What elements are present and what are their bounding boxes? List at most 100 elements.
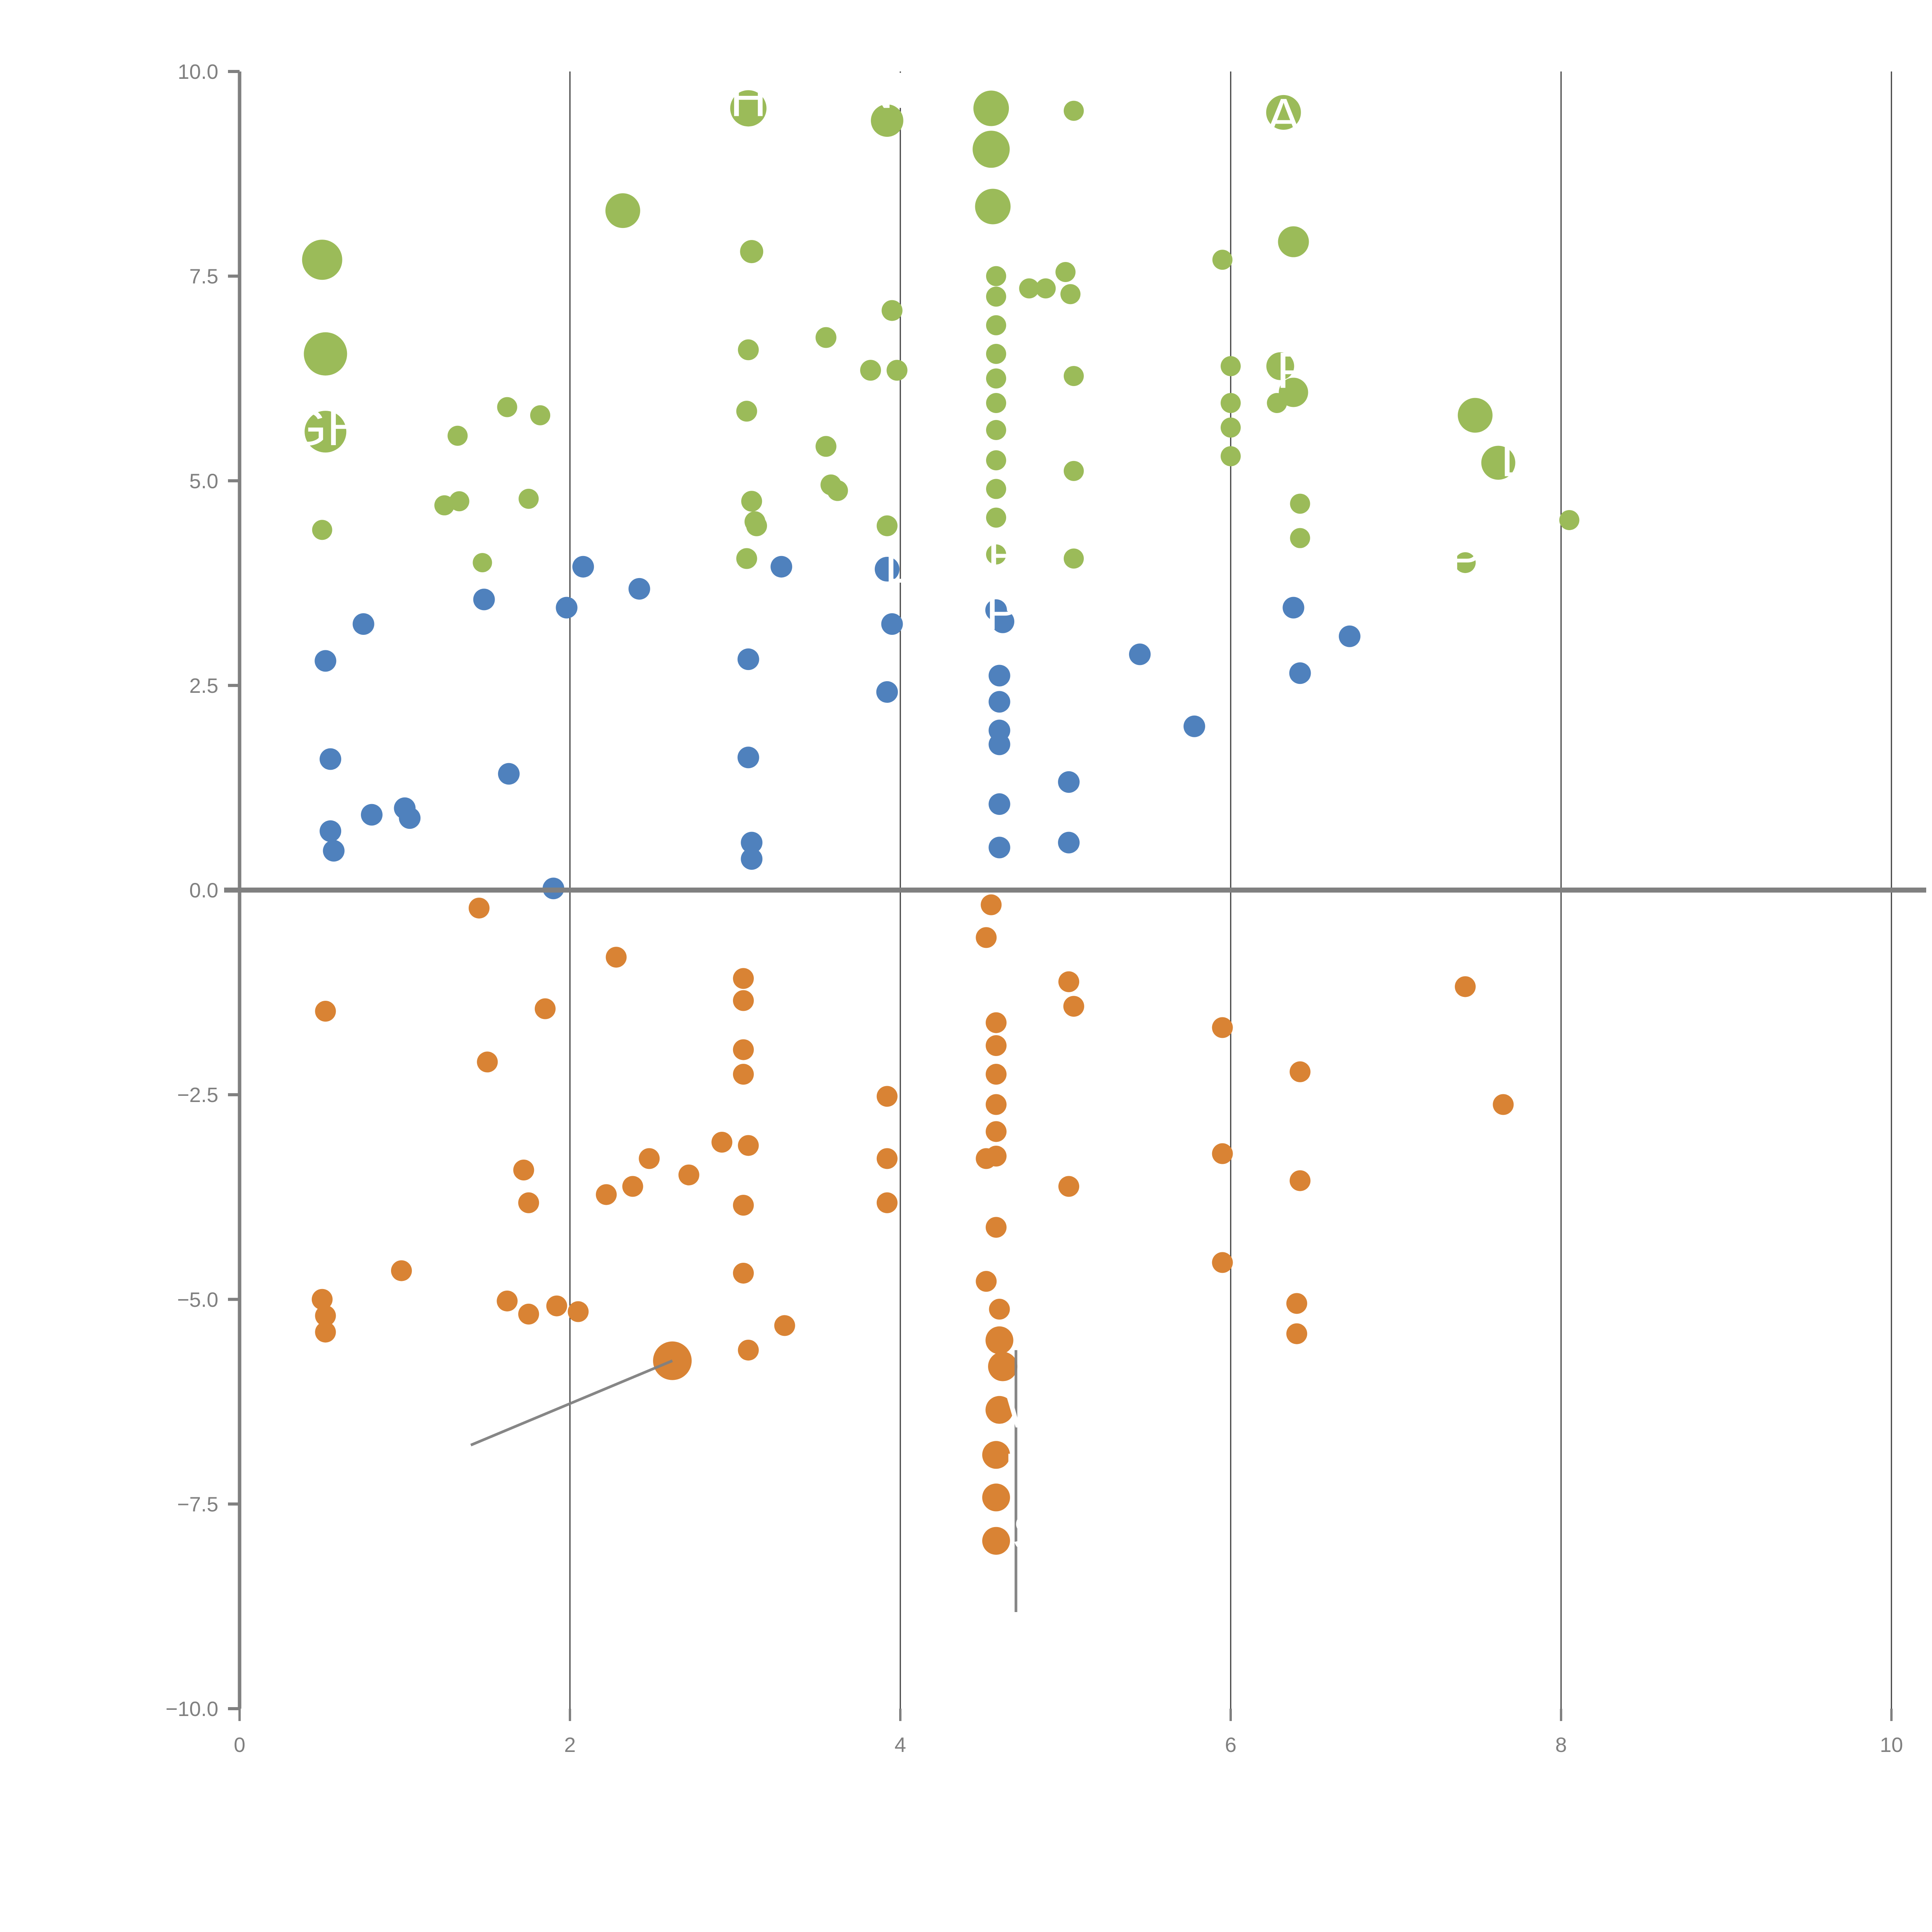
- bubble-point[interactable]: [320, 820, 342, 842]
- bubble-point[interactable]: [568, 1301, 589, 1322]
- bubble-point[interactable]: [986, 507, 1006, 528]
- bubble-point[interactable]: [1278, 226, 1309, 257]
- bubble-point[interactable]: [1289, 1061, 1311, 1082]
- bubble-point[interactable]: [985, 1326, 1014, 1354]
- bubble-point[interactable]: [985, 1035, 1007, 1056]
- bubble-point[interactable]: [738, 339, 759, 361]
- bubble-point[interactable]: [815, 327, 837, 348]
- bubble-point[interactable]: [985, 1396, 1014, 1424]
- bubble-point[interactable]: [546, 1295, 567, 1316]
- bubble-point[interactable]: [605, 947, 627, 968]
- bubble-point[interactable]: [1266, 352, 1294, 380]
- bubble-point[interactable]: [986, 315, 1006, 335]
- bubble-point[interactable]: [988, 665, 1010, 687]
- bubble-point[interactable]: [678, 1164, 699, 1185]
- bubble-point[interactable]: [738, 1135, 759, 1156]
- bubble-point[interactable]: [1455, 976, 1476, 997]
- bubble-point[interactable]: [534, 998, 556, 1019]
- bubble-point[interactable]: [391, 1260, 412, 1281]
- bubble-point[interactable]: [320, 748, 342, 770]
- bubble-point[interactable]: [1559, 510, 1580, 530]
- bubble-point[interactable]: [1290, 493, 1310, 514]
- bubble-point[interactable]: [1058, 832, 1080, 854]
- bubble-point[interactable]: [975, 189, 1011, 224]
- bubble-point[interactable]: [973, 90, 1009, 126]
- bubble-point[interactable]: [876, 515, 898, 536]
- bubble-point[interactable]: [361, 804, 383, 826]
- bubble-point[interactable]: [556, 597, 578, 619]
- bubble-point[interactable]: [1058, 1176, 1080, 1197]
- bubble-point[interactable]: [473, 588, 495, 611]
- bubble-point[interactable]: [323, 840, 345, 862]
- bubble-point[interactable]: [881, 300, 903, 321]
- bubble-point[interactable]: [311, 1289, 333, 1310]
- bubble-point[interactable]: [988, 733, 1010, 755]
- bubble-point[interactable]: [881, 613, 903, 635]
- bubble-point[interactable]: [737, 747, 759, 769]
- bubble-point[interactable]: [876, 1148, 898, 1169]
- bubble-point[interactable]: [733, 1064, 754, 1085]
- bubble-point[interactable]: [770, 556, 793, 578]
- bubble-point[interactable]: [860, 360, 881, 381]
- bubble-point[interactable]: [1063, 461, 1084, 481]
- bubble-point[interactable]: [1221, 446, 1241, 466]
- bubble-point[interactable]: [730, 90, 767, 127]
- bubble-point[interactable]: [876, 1086, 898, 1107]
- bubble-point[interactable]: [988, 1352, 1018, 1381]
- bubble-point[interactable]: [986, 286, 1006, 307]
- bubble-point[interactable]: [315, 1001, 336, 1022]
- bubble-point[interactable]: [399, 807, 421, 829]
- bubble-point[interactable]: [988, 837, 1010, 859]
- bubble-point[interactable]: [989, 1299, 1010, 1320]
- bubble-point[interactable]: [1063, 100, 1084, 121]
- bubble-point[interactable]: [985, 1094, 1007, 1115]
- bubble-point[interactable]: [982, 1441, 1010, 1469]
- bubble-point[interactable]: [871, 104, 903, 137]
- bubble-point[interactable]: [1055, 262, 1076, 282]
- bubble-point[interactable]: [986, 393, 1006, 413]
- bubble-point[interactable]: [302, 240, 342, 280]
- bubble-point[interactable]: [988, 691, 1010, 713]
- bubble-point[interactable]: [733, 1039, 754, 1060]
- bubble-point[interactable]: [733, 990, 754, 1011]
- bubble-point[interactable]: [434, 495, 455, 515]
- bubble-point[interactable]: [352, 613, 374, 635]
- bubble-point[interactable]: [986, 344, 1006, 364]
- bubble-point[interactable]: [519, 488, 539, 509]
- bubble-point[interactable]: [733, 1262, 754, 1284]
- bubble-point[interactable]: [746, 515, 767, 536]
- bubble-point[interactable]: [1286, 1293, 1307, 1314]
- bubble-point[interactable]: [976, 927, 997, 948]
- bubble-point[interactable]: [1266, 95, 1301, 130]
- bubble-point[interactable]: [1290, 528, 1310, 548]
- bubble-point[interactable]: [1338, 625, 1361, 647]
- bubble-point[interactable]: [976, 1271, 997, 1292]
- bubble-point[interactable]: [1282, 597, 1304, 619]
- bubble-point[interactable]: [315, 650, 337, 672]
- bubble-point[interactable]: [1129, 643, 1151, 665]
- bubble-point[interactable]: [733, 1195, 754, 1216]
- bubble-point[interactable]: [981, 894, 1002, 915]
- bubble-point[interactable]: [737, 648, 759, 670]
- bubble-point[interactable]: [991, 610, 1015, 633]
- bubble-point[interactable]: [986, 420, 1006, 440]
- bubble-point[interactable]: [1036, 278, 1056, 299]
- bubble-point[interactable]: [1212, 250, 1233, 270]
- bubble-point[interactable]: [886, 360, 908, 381]
- bubble-point[interactable]: [1063, 548, 1084, 569]
- bubble-point[interactable]: [530, 405, 551, 425]
- bubble-point[interactable]: [1060, 284, 1081, 304]
- bubble-point[interactable]: [982, 1527, 1010, 1555]
- bubble-point[interactable]: [1458, 398, 1493, 433]
- bubble-point[interactable]: [988, 793, 1010, 815]
- bubble-point[interactable]: [985, 1012, 1007, 1033]
- bubble-point[interactable]: [1058, 771, 1080, 793]
- bubble-point[interactable]: [876, 1192, 898, 1213]
- bubble-point[interactable]: [985, 1064, 1007, 1085]
- bubble-point[interactable]: [1221, 417, 1241, 438]
- bubble-point[interactable]: [986, 544, 1006, 565]
- bubble-point[interactable]: [741, 848, 763, 870]
- bubble-point[interactable]: [976, 1148, 997, 1169]
- bubble-point[interactable]: [741, 832, 763, 854]
- bubble-point[interactable]: [518, 1192, 539, 1213]
